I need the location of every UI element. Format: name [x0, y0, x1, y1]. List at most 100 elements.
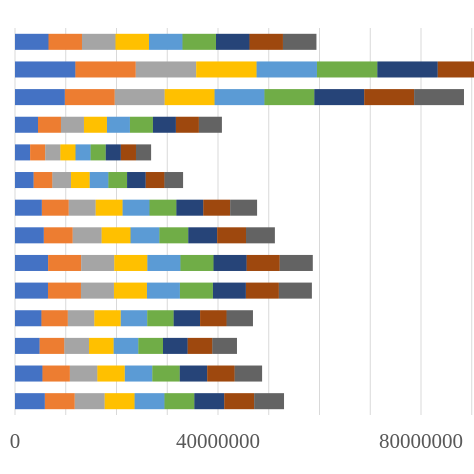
bar-segment [15, 89, 65, 106]
bar-segment [15, 61, 76, 78]
bar-segment [88, 337, 114, 354]
bar-segment [15, 254, 49, 271]
bar-segment [179, 282, 213, 299]
bar-segment [124, 365, 153, 382]
bar-segment [45, 144, 61, 161]
bar-segment [43, 227, 73, 244]
bar-segment [75, 144, 91, 161]
bar-segment [89, 172, 109, 189]
bar-segment [42, 365, 70, 382]
bar-segment [120, 144, 136, 161]
bar-segment [282, 33, 317, 50]
bar-segment [246, 227, 275, 244]
bar-segment [200, 310, 227, 327]
bar-segment [44, 393, 75, 410]
bar-segment [47, 282, 81, 299]
bar-segment [105, 144, 121, 161]
bar-segment [71, 172, 90, 189]
bar-segment [39, 337, 65, 354]
bar-segment [414, 89, 464, 106]
bar-segment [164, 89, 215, 106]
bar-segment [115, 33, 149, 50]
bar-segment [60, 116, 84, 133]
bar-segment [149, 199, 177, 216]
bar-segment [138, 337, 163, 354]
bar-segment [146, 282, 180, 299]
bar-segment [48, 254, 82, 271]
bar-segment [41, 310, 68, 327]
bar-segment [15, 310, 42, 327]
bar-segment [80, 282, 114, 299]
bar-segment [52, 172, 72, 189]
bar-segment [15, 282, 48, 299]
bar-segment [15, 393, 45, 410]
bar-segment [147, 310, 174, 327]
bar-segment [254, 393, 285, 410]
bar-segment [278, 282, 312, 299]
bar-segment [249, 33, 283, 50]
bar-segment [147, 254, 181, 271]
bar-segment [15, 144, 31, 161]
bar-segment [207, 365, 235, 382]
bar-segment [203, 199, 231, 216]
bar-segment [152, 365, 180, 382]
bar-segment [212, 282, 246, 299]
bar-segment [72, 227, 102, 244]
bar-segment [152, 116, 176, 133]
bar-segment [48, 33, 82, 50]
bar-segment [377, 61, 438, 78]
bar-segment [15, 199, 42, 216]
bar-segment [37, 116, 61, 133]
bar-segment [64, 337, 89, 354]
bar-segment [246, 254, 280, 271]
bar-segment [15, 365, 43, 382]
bar-segment [234, 365, 263, 382]
bar-segment [212, 337, 237, 354]
bar-segment [316, 61, 378, 78]
bar-segment [30, 144, 46, 161]
bar-segment [127, 172, 146, 189]
bar-segment [164, 393, 195, 410]
bar-segment [90, 144, 106, 161]
bar-segment [94, 310, 121, 327]
bar-segment [162, 337, 188, 354]
bar-segment [33, 172, 53, 189]
bar-segment [279, 254, 313, 271]
bar-segment [15, 227, 44, 244]
bar-segment [134, 393, 165, 410]
x-tick-label: 40000000 [176, 429, 260, 453]
bar-segment [81, 254, 115, 271]
bar-segment [159, 227, 189, 244]
bar-segment [214, 89, 265, 106]
bar-segment [180, 254, 214, 271]
bar-segment [15, 116, 38, 133]
bar-segment [130, 227, 160, 244]
bar-segment [245, 282, 279, 299]
bar-segment [194, 393, 225, 410]
bar-segment [173, 310, 201, 327]
bar-segment [198, 116, 222, 133]
bar-segment [15, 172, 34, 189]
bar-segment [217, 227, 247, 244]
bar-segment [122, 199, 150, 216]
bar-segment [74, 393, 105, 410]
x-tick-label: 80000000 [379, 429, 463, 453]
bar-segment [68, 199, 96, 216]
bar-segment [83, 116, 107, 133]
bar-segment [113, 337, 139, 354]
bar-segment [97, 365, 125, 382]
x-tick-label: 0 [10, 429, 21, 453]
bar-segment [101, 227, 131, 244]
bar-segment [215, 33, 250, 50]
bar-segment [187, 337, 213, 354]
bar-segment [230, 199, 258, 216]
bar-segment [114, 89, 165, 106]
bar-segment [135, 61, 197, 78]
bar-segment [75, 61, 136, 78]
bar-segment [188, 227, 218, 244]
bar-segment [15, 33, 49, 50]
bar-segment [148, 33, 183, 50]
bar-segment [175, 116, 199, 133]
bar-segment [67, 310, 95, 327]
